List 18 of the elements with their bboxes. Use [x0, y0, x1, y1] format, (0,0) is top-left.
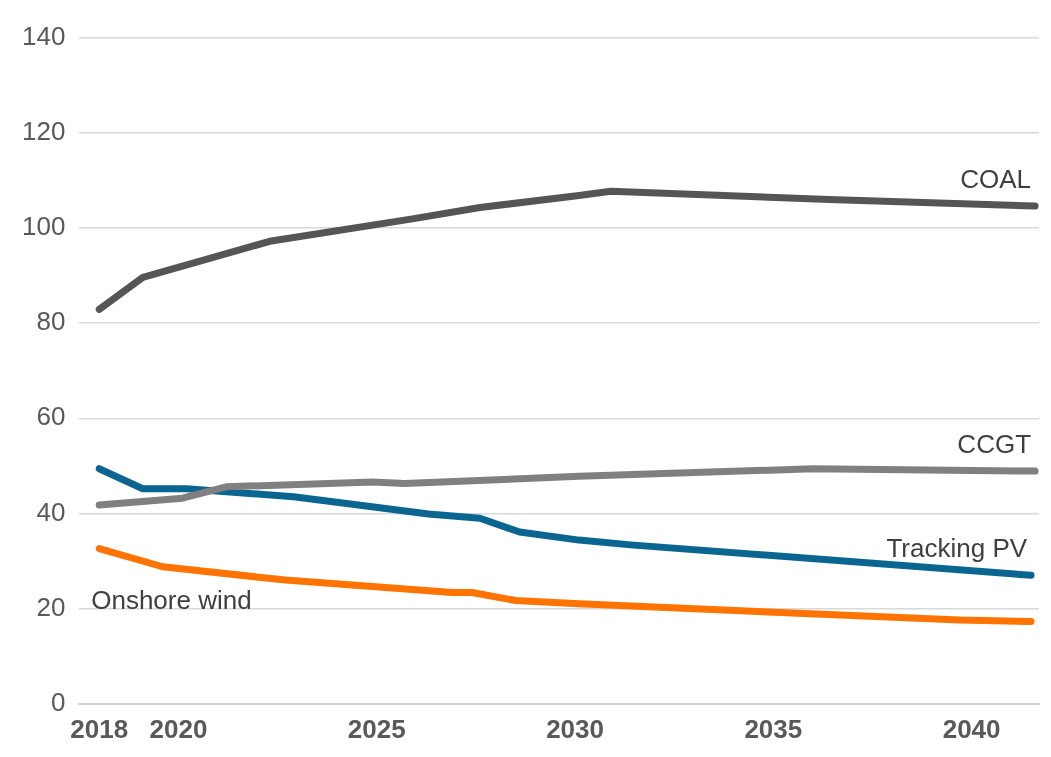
x-tick-label: 2020 [149, 713, 208, 744]
x-tick-label: 2040 [942, 713, 1001, 744]
y-tick-label: 120 [21, 115, 66, 146]
series-label: Tracking PV [886, 533, 1028, 564]
y-tick-label: 80 [36, 306, 66, 337]
x-tick-label: 2030 [546, 713, 604, 744]
y-tick-label: 40 [36, 496, 66, 527]
y-tick-label: 20 [36, 591, 66, 622]
y-tick-label: 0 [50, 686, 66, 717]
x-tick-label: 2018 [70, 713, 129, 744]
x-tick-label: 2025 [347, 713, 406, 744]
series-label: COAL [960, 164, 1032, 195]
x-tick-label: 2035 [744, 713, 803, 744]
series-label: Onshore wind [91, 584, 252, 615]
series-label: CCGT [957, 429, 1032, 460]
y-tick-label: 140 [21, 20, 66, 51]
y-tick-label: 100 [21, 211, 66, 242]
y-tick-label: 60 [36, 401, 66, 432]
